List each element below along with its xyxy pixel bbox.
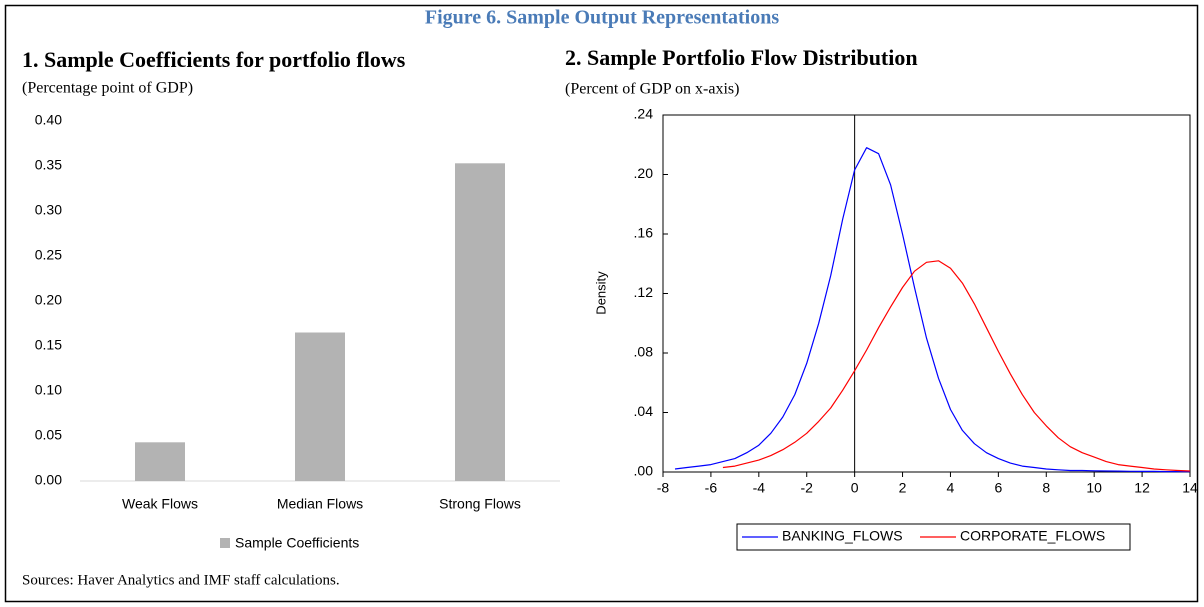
y-tick-label: 0.40	[35, 112, 62, 128]
y-tick-label: .20	[634, 165, 654, 181]
legend-label: CORPORATE_FLOWS	[960, 528, 1105, 544]
series-line	[722, 260, 1191, 472]
y-tick-label: 0.10	[35, 382, 62, 398]
y-tick-label: .12	[634, 284, 654, 300]
y-tick-label: 0.20	[35, 292, 62, 308]
y-tick-label: .24	[634, 106, 654, 122]
x-tick-label: 12	[1134, 480, 1150, 496]
x-tick-label: -2	[801, 480, 814, 496]
y-tick-label: 0.15	[35, 337, 62, 353]
legend-label: Sample Coefficients	[235, 535, 359, 551]
legend-swatch	[220, 538, 230, 548]
y-tick-label: 0.35	[35, 157, 62, 173]
figure-title: Figure 6. Sample Output Representations	[425, 7, 779, 29]
y-tick-label: 0.05	[35, 427, 62, 443]
y-tick-label: 0.00	[35, 472, 62, 488]
y-tick-label: 0.30	[35, 202, 62, 218]
y-tick-label: .00	[634, 463, 654, 479]
y-tick-label: .16	[634, 225, 654, 241]
x-tick-label: 0	[851, 480, 859, 496]
series-line	[674, 147, 1191, 473]
chart-subtitle: (Percentage point of GDP)	[22, 80, 193, 97]
plot-frame	[662, 114, 1191, 473]
legend-label: BANKING_FLOWS	[782, 528, 903, 544]
x-tick-label: 14	[1182, 480, 1198, 496]
x-tick-label: -8	[657, 480, 670, 496]
bar	[295, 332, 345, 481]
x-tick-label: -6	[705, 480, 718, 496]
bar	[135, 442, 185, 481]
chart-title: 2. Sample Portfolio Flow Distribution	[565, 45, 918, 70]
x-tick-label: 4	[947, 480, 955, 496]
y-tick-label: .08	[634, 344, 654, 360]
x-tick-label: -4	[753, 480, 766, 496]
y-tick-label: .04	[634, 403, 654, 419]
x-tick-label: 10	[1086, 480, 1102, 496]
chart-subtitle: (Percent of GDP on x-axis)	[565, 81, 739, 98]
x-tick-label: Weak Flows	[122, 496, 198, 512]
source-note: Sources: Haver Analytics and IMF staff c…	[22, 572, 340, 588]
x-tick-label: Strong Flows	[439, 496, 521, 512]
y-tick-label: 0.25	[35, 247, 62, 263]
bar	[455, 163, 505, 482]
legend-box	[736, 523, 1131, 551]
figure-border	[4, 4, 1199, 603]
x-tick-label: Median Flows	[277, 496, 363, 512]
chart-title: 1. Sample Coefficients for portfolio flo…	[22, 47, 406, 72]
x-tick-label: 2	[899, 480, 907, 496]
y-axis-label: Density	[593, 271, 608, 315]
x-tick-label: 8	[1042, 480, 1050, 496]
x-tick-label: 6	[994, 480, 1002, 496]
